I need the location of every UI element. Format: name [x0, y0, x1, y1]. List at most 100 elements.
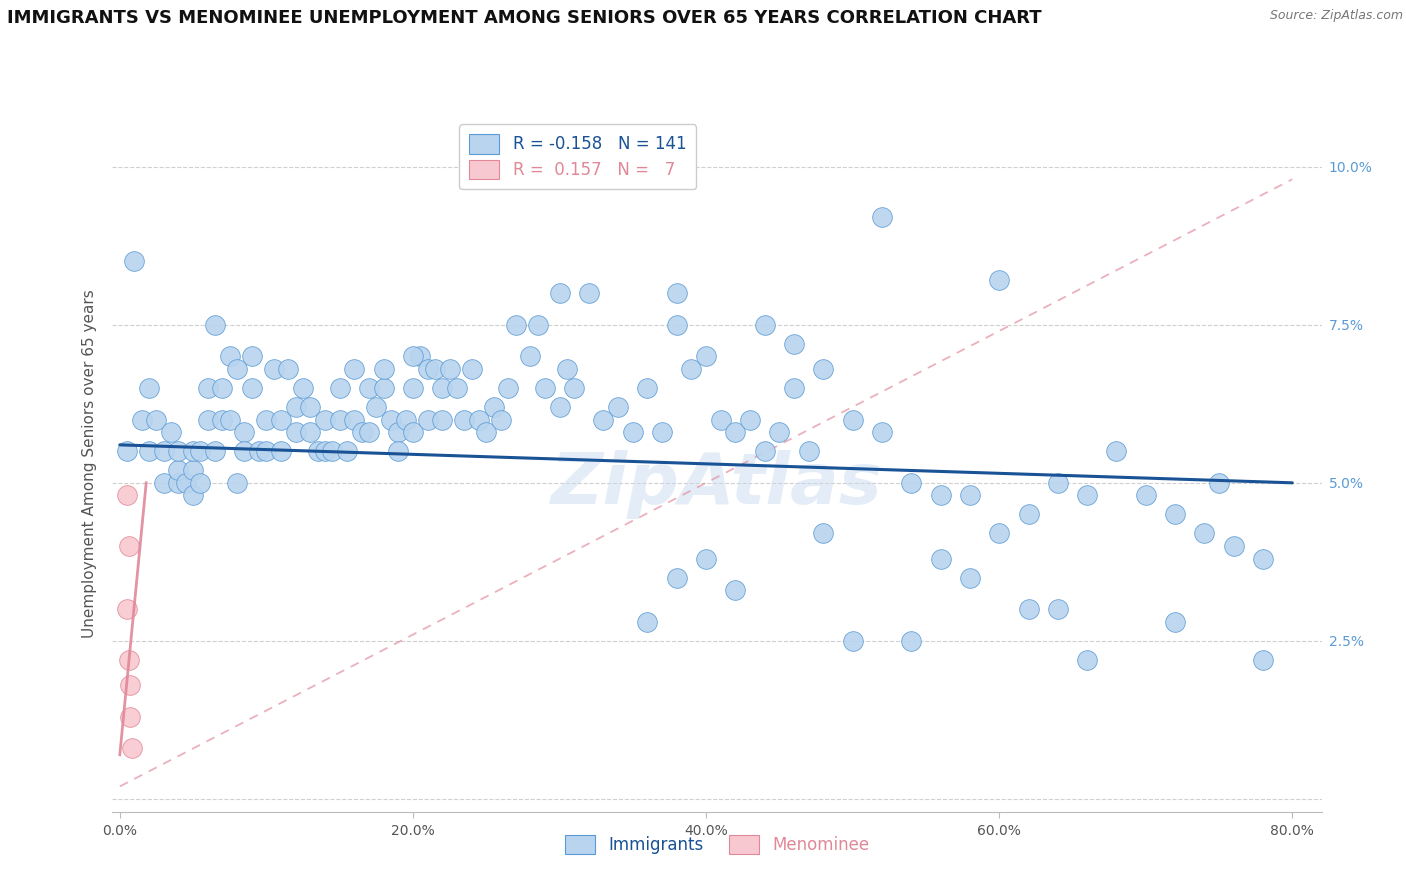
- Point: [416, 362, 439, 376]
- Point: [152, 475, 174, 490]
- Point: [336, 444, 359, 458]
- Point: [145, 412, 167, 426]
- Point: [432, 412, 454, 426]
- Point: [117, 653, 139, 667]
- Point: [121, 741, 143, 756]
- Point: [387, 444, 409, 458]
- Point: [329, 381, 352, 395]
- Point: [665, 286, 688, 301]
- Point: [402, 349, 425, 363]
- Point: [402, 425, 425, 440]
- Point: [519, 349, 541, 363]
- Point: [181, 488, 204, 502]
- Point: [783, 336, 806, 351]
- Point: [681, 362, 703, 376]
- Point: [174, 475, 197, 490]
- Point: [475, 425, 498, 440]
- Point: [496, 381, 519, 395]
- Point: [1018, 602, 1040, 616]
- Point: [394, 412, 416, 426]
- Text: ZipAtlas: ZipAtlas: [551, 450, 883, 519]
- Point: [754, 444, 776, 458]
- Point: [929, 488, 952, 502]
- Point: [124, 254, 146, 268]
- Point: [1076, 653, 1098, 667]
- Point: [548, 286, 571, 301]
- Point: [841, 412, 863, 426]
- Point: [357, 381, 380, 395]
- Point: [988, 273, 1011, 287]
- Point: [460, 362, 482, 376]
- Point: [900, 475, 922, 490]
- Point: [366, 400, 388, 414]
- Point: [299, 400, 322, 414]
- Point: [724, 583, 747, 598]
- Point: [482, 400, 505, 414]
- Y-axis label: Unemployment Among Seniors over 65 years: Unemployment Among Seniors over 65 years: [82, 290, 97, 638]
- Point: [870, 425, 893, 440]
- Point: [754, 318, 776, 332]
- Point: [190, 444, 212, 458]
- Point: [710, 412, 733, 426]
- Point: [562, 381, 585, 395]
- Point: [115, 602, 138, 616]
- Point: [505, 318, 527, 332]
- Point: [197, 381, 219, 395]
- Point: [387, 425, 409, 440]
- Point: [1164, 615, 1187, 629]
- Point: [695, 551, 717, 566]
- Point: [314, 412, 336, 426]
- Point: [152, 444, 174, 458]
- Point: [402, 381, 425, 395]
- Point: [350, 425, 373, 440]
- Point: [446, 381, 468, 395]
- Text: Source: ZipAtlas.com: Source: ZipAtlas.com: [1270, 9, 1403, 22]
- Point: [380, 412, 402, 426]
- Point: [131, 412, 153, 426]
- Point: [416, 412, 439, 426]
- Point: [233, 444, 256, 458]
- Text: IMMIGRANTS VS MENOMINEE UNEMPLOYMENT AMONG SENIORS OVER 65 YEARS CORRELATION CHA: IMMIGRANTS VS MENOMINEE UNEMPLOYMENT AMO…: [7, 9, 1042, 27]
- Point: [284, 400, 307, 414]
- Point: [115, 488, 138, 502]
- Point: [768, 425, 790, 440]
- Point: [314, 444, 336, 458]
- Point: [724, 425, 747, 440]
- Point: [197, 412, 219, 426]
- Point: [665, 318, 688, 332]
- Point: [738, 412, 761, 426]
- Point: [211, 412, 233, 426]
- Point: [1076, 488, 1098, 502]
- Point: [270, 412, 292, 426]
- Point: [813, 362, 835, 376]
- Point: [211, 381, 233, 395]
- Point: [226, 362, 249, 376]
- Point: [240, 381, 263, 395]
- Point: [695, 349, 717, 363]
- Point: [292, 381, 315, 395]
- Point: [1208, 475, 1230, 490]
- Point: [534, 381, 557, 395]
- Point: [409, 349, 432, 363]
- Point: [1194, 526, 1216, 541]
- Point: [1135, 488, 1157, 502]
- Point: [621, 425, 644, 440]
- Point: [115, 444, 138, 458]
- Point: [783, 381, 806, 395]
- Point: [592, 412, 614, 426]
- Point: [578, 286, 600, 301]
- Point: [299, 425, 322, 440]
- Point: [555, 362, 578, 376]
- Point: [1105, 444, 1128, 458]
- Point: [526, 318, 548, 332]
- Point: [343, 412, 366, 426]
- Point: [218, 349, 240, 363]
- Point: [959, 488, 981, 502]
- Point: [813, 526, 835, 541]
- Point: [988, 526, 1011, 541]
- Point: [357, 425, 380, 440]
- Point: [254, 412, 277, 426]
- Point: [439, 362, 461, 376]
- Point: [167, 475, 190, 490]
- Point: [651, 425, 673, 440]
